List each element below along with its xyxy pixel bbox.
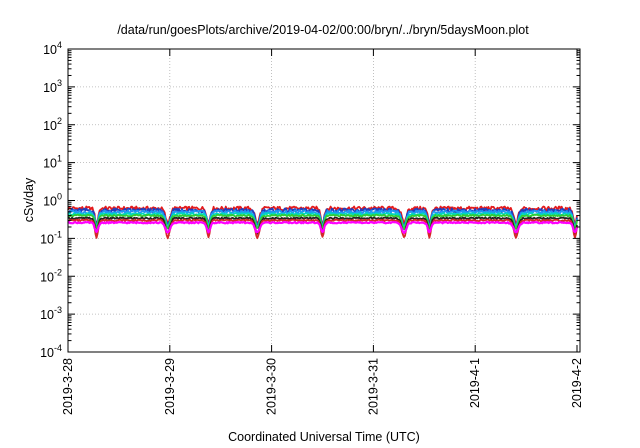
- series-line-8: [67, 220, 579, 234]
- x-tick-label: 2019-3-31: [366, 358, 380, 415]
- y-tick-label: 10-4: [40, 343, 62, 360]
- x-tick-label: 2019-4-1: [468, 358, 482, 408]
- y-tick-label: 10-1: [40, 229, 62, 246]
- grid: [68, 49, 580, 352]
- y-axis: 10-4 10-3 10-2 10-1 100 101 102 103 104: [40, 40, 580, 360]
- series-line-7: [67, 218, 578, 240]
- x-axis-label: Coordinated Universal Time (UTC): [228, 430, 420, 444]
- chart-title: /data/run/goesPlots/archive/2019-04-02/0…: [117, 23, 529, 37]
- y-tick-label: 10-2: [40, 267, 62, 284]
- x-axis: 2019-3-28 2019-3-29 2019-3-30 2019-3-31 2019…: [61, 49, 584, 415]
- y-axis-label: cSv/day: [22, 177, 36, 222]
- y-tick-label: 103: [43, 78, 62, 95]
- x-tick-label: 2019-3-30: [265, 358, 279, 415]
- y-tick-label: 10-3: [40, 305, 62, 322]
- x-tick-label: 2019-3-28: [61, 358, 75, 415]
- x-tick-label: 2019-3-29: [163, 358, 177, 415]
- y-tick-label: 104: [43, 40, 62, 57]
- series-group: [67, 205, 579, 240]
- y-tick-label: 100: [43, 192, 62, 209]
- y-tick-label: 102: [43, 116, 62, 133]
- x-tick-label: 2019-4-2: [570, 358, 584, 408]
- series-line-5: [67, 213, 578, 231]
- y-tick-label: 101: [43, 154, 62, 171]
